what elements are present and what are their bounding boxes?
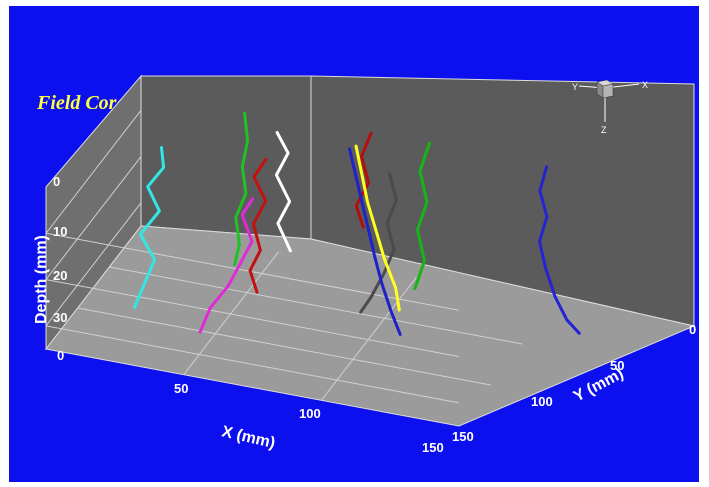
core-trace-6 [359, 172, 398, 314]
floor [45, 225, 696, 427]
z-tick-0: 0 [53, 174, 60, 189]
z-tick-30: 30 [53, 310, 67, 325]
sidewall-grid [45, 109, 142, 234]
triad-y-label: Y [572, 82, 578, 92]
z-tick-10: 10 [53, 224, 67, 239]
orientation-triad: X Y Z [572, 79, 648, 135]
chart-svg: 0 10 20 30 0 50 100 150 0 50 100 150 X (… [33, 74, 696, 455]
triad-z-label: Z [601, 125, 607, 135]
core-trace-3 [248, 158, 268, 294]
floor-grid-y [77, 307, 491, 386]
core-trace-7 [354, 131, 373, 229]
backwall-grid [45, 232, 460, 311]
grid-lines [45, 109, 523, 404]
z-axis-label: Depth (mm) [33, 235, 50, 324]
core-traces [132, 111, 581, 336]
y-tick-150: 150 [452, 429, 474, 444]
sidewall-grid [45, 156, 142, 280]
core-trace-11 [538, 165, 581, 335]
x-tick-50: 50 [174, 381, 188, 396]
x-tick-150: 150 [422, 440, 444, 455]
core-trace-10 [413, 141, 431, 291]
core-trace-2 [198, 197, 255, 334]
x-tick-0: 0 [57, 348, 64, 363]
z-tick-20: 20 [53, 268, 67, 283]
core-trace-1 [132, 146, 166, 309]
backwall-grid [45, 325, 460, 404]
core-trace-9 [348, 147, 402, 336]
core-trace-4 [274, 131, 292, 253]
backwall-grid [45, 279, 460, 358]
core-trace-8 [354, 144, 401, 312]
x-tick-100: 100 [299, 406, 321, 421]
chart-frame: Field Cores 0 10 20 30 0 50 100 150 0 50… [9, 6, 699, 482]
core-trace-5 [233, 111, 250, 266]
x-axis-label: X (mm) [220, 423, 277, 452]
sidewall-grid [45, 202, 142, 327]
y-tick-50: 50 [610, 358, 624, 373]
y-tick-100: 100 [531, 394, 553, 409]
floor-grid-y [109, 266, 523, 345]
triad-x-label: X [642, 80, 648, 90]
chart-title: Field Cores [37, 92, 134, 114]
y-tick-0: 0 [689, 322, 696, 337]
